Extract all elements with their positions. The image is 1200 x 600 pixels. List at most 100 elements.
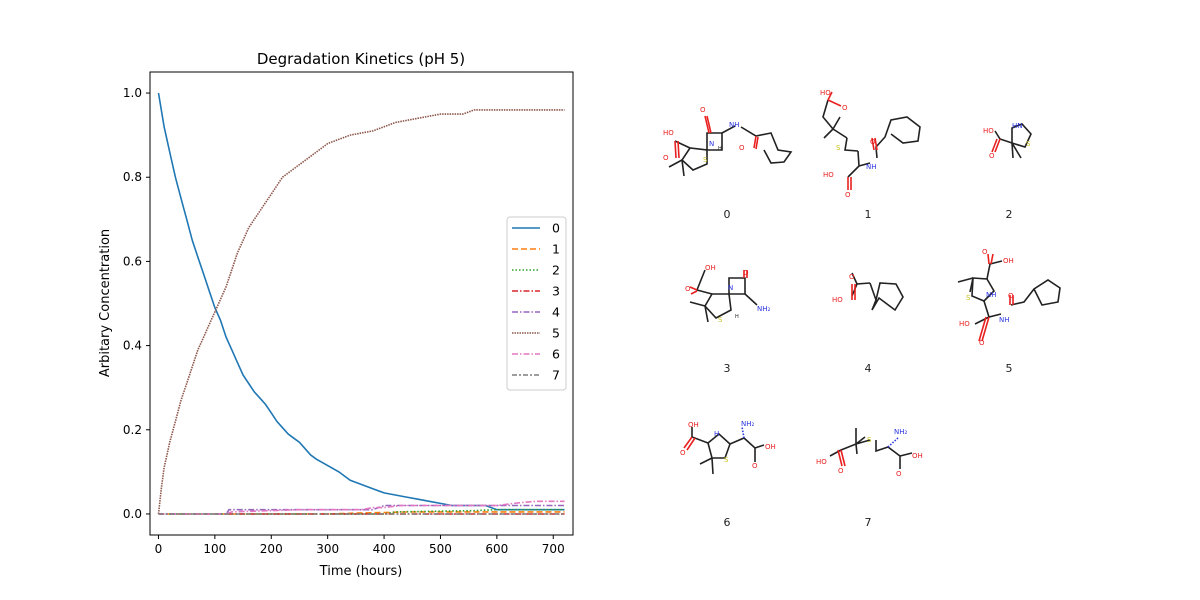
oxygen-label: O: [663, 154, 669, 162]
legend-box: [506, 216, 567, 391]
series-line-5: [157, 109, 565, 515]
sulfur-label: S: [836, 144, 841, 152]
y-axis-label: Arbitary Concentration: [98, 229, 113, 377]
oxygen-label: O: [989, 152, 995, 160]
legend-label: 0: [552, 221, 560, 236]
sulfur-label: S: [966, 294, 971, 302]
nh-label: NH: [986, 291, 997, 299]
oxygen-label: O: [979, 339, 985, 347]
sulfur-label: S: [1026, 140, 1031, 148]
oxygen-label: O: [896, 470, 902, 478]
molecule-label: 0: [724, 208, 731, 221]
oxygen-label: O: [982, 248, 988, 256]
x-tick-label: 100: [203, 542, 226, 556]
plot-frame: [149, 71, 574, 536]
molecule-grid: HO O O O N NH S H H: [663, 89, 1061, 529]
oxygen-label: O: [685, 285, 691, 293]
legend-label: 6: [552, 347, 560, 362]
x-tick-label: 300: [316, 542, 339, 556]
nh-label: NH: [999, 316, 1010, 324]
molecule-label: 7: [865, 516, 872, 529]
amine-label: NH₂: [757, 305, 771, 313]
hydroxyl-label: HO: [663, 129, 674, 137]
sulfur-label: S: [703, 156, 708, 164]
hydrogen-label: H: [735, 314, 739, 320]
hydrogen-label: H: [718, 146, 722, 152]
y-tick-label: 0.2: [123, 423, 142, 437]
nh-label: NH: [729, 121, 740, 129]
x-tick-label: 0: [155, 542, 163, 556]
y-tick-label: 0.0: [123, 507, 142, 521]
x-tick-label: 400: [373, 542, 396, 556]
hydroxyl-label: HO: [832, 296, 843, 304]
oxygen-label: O: [849, 273, 855, 281]
amine-label: NH₂: [894, 428, 908, 436]
sulfur-label: S: [867, 436, 872, 444]
molecule-label: 6: [724, 516, 731, 529]
nh-label: NH: [866, 163, 877, 171]
x-tick-label: 200: [260, 542, 283, 556]
molecule-label: 3: [724, 362, 731, 375]
y-tick-label: 1.0: [123, 86, 142, 100]
oxygen-label: O: [842, 104, 848, 112]
hydroxyl-label: HO: [823, 171, 834, 179]
oxygen-label: O: [870, 138, 876, 146]
oxygen-label: O: [1008, 292, 1014, 300]
molecule-5: O OH HO O O NH NH S: [957, 248, 1061, 347]
x-tick-label: 700: [542, 542, 565, 556]
molecule-6: OH O OH O H NH₂ S: [680, 420, 776, 475]
axis-ticks: 0 100 200 300 400 500 600 700 0.0 0.2 0.4 0.6 0.8 1.0: [123, 86, 565, 556]
y-tick-label: 0.6: [123, 254, 142, 268]
sulfur-label: S: [724, 456, 729, 464]
molecule-label: 4: [865, 362, 872, 375]
hydroxyl-label: HO: [983, 127, 994, 135]
molecule-label: 1: [865, 208, 872, 221]
molecule-label: 2: [1006, 208, 1013, 221]
legend-label: 3: [552, 284, 560, 299]
series-line-6: [158, 500, 565, 515]
y-tick-label: 0.4: [123, 339, 142, 353]
series-lines: [157, 92, 565, 515]
chart-title: Degradation Kinetics (pH 5): [257, 50, 465, 68]
legend: 0 1 2 3 4 5 6 7: [506, 216, 567, 391]
oxygen-label: O: [680, 449, 686, 457]
y-tick-label: 0.8: [123, 170, 142, 184]
hn-label: HN: [1012, 122, 1023, 130]
legend-label: 4: [552, 305, 560, 320]
legend-label: 2: [552, 263, 560, 278]
oxygen-label: O: [743, 269, 749, 277]
hydroxyl-label: HO: [959, 320, 970, 328]
legend-label: 1: [552, 242, 560, 257]
oxygen-label: O: [838, 467, 844, 475]
x-axis-label: Time (hours): [319, 564, 403, 579]
molecule-3: OH O O N NH₂ S H: [685, 264, 771, 324]
molecule-label: 5: [1006, 362, 1013, 375]
nitrogen-label: N: [728, 284, 733, 292]
molecule-2: HO O HN S: [983, 122, 1032, 160]
oxygen-label: O: [700, 106, 706, 114]
oxygen-label: O: [845, 191, 851, 199]
hydroxyl-label: OH: [1003, 257, 1014, 265]
hydroxyl-label: OH: [765, 443, 776, 451]
hydroxyl-label: OH: [705, 264, 716, 272]
sulfur-label: S: [718, 316, 723, 324]
molecule-7: HO O OH O NH₂ S: [816, 428, 923, 478]
oxygen-label: O: [739, 144, 745, 152]
oxygen-label: O: [752, 462, 758, 470]
x-tick-label: 500: [429, 542, 452, 556]
series-line-0: [157, 92, 565, 511]
hydroxyl-label: OH: [688, 421, 699, 429]
hydroxyl-label: OH: [912, 452, 923, 460]
hydroxyl-label: HO: [820, 89, 831, 97]
amine-label: NH₂: [741, 420, 755, 428]
series-line-2: [158, 508, 565, 515]
hydroxyl-label: HO: [816, 458, 827, 466]
hn-label: H: [714, 430, 719, 438]
legend-label: 5: [552, 326, 560, 341]
x-tick-label: 600: [485, 542, 508, 556]
nitrogen-label: N: [709, 140, 714, 148]
legend-label: 7: [552, 368, 560, 383]
molecule-4: HO O: [832, 272, 904, 312]
molecule-1: HO O HO O O NH S: [820, 89, 921, 199]
